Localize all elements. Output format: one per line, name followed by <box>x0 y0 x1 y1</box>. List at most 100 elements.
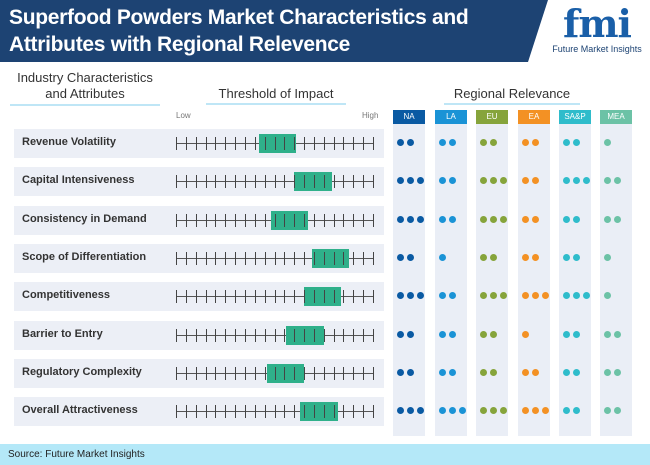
relevance-dots <box>563 407 580 415</box>
scale-tick <box>284 137 286 150</box>
relevance-dot <box>604 292 611 300</box>
relevance-dots <box>563 177 590 185</box>
characteristic-label: Competitiveness <box>22 289 111 302</box>
scale-tick <box>343 366 345 380</box>
scale-tick <box>264 251 266 265</box>
scale-tick <box>333 213 335 227</box>
scale-tick <box>373 175 374 189</box>
region-header: MEA <box>600 110 632 124</box>
scale-tick <box>343 213 345 227</box>
scale-tick <box>215 328 217 342</box>
scale-tick <box>313 328 315 342</box>
scale-tick <box>274 175 276 189</box>
scale-tick <box>304 251 306 265</box>
relevance-dots <box>563 292 590 300</box>
relevance-dot <box>480 292 487 300</box>
relevance-dot <box>542 407 549 415</box>
scale-tick <box>205 328 207 342</box>
relevance-dot <box>522 177 529 185</box>
characteristic-label: Overall Attractiveness <box>22 404 138 417</box>
relevance-dot <box>614 368 621 376</box>
relevance-dot <box>563 253 570 261</box>
scale-tick <box>363 366 365 380</box>
relevance-dots <box>522 368 539 376</box>
relevance-dot <box>532 253 539 261</box>
relevance-dot <box>397 139 404 146</box>
scale-tick <box>225 405 227 419</box>
scale-tick <box>294 366 296 380</box>
relevance-dot <box>522 292 529 300</box>
relevance-dot <box>490 139 497 146</box>
characteristic-row: Capital Intensiveness <box>14 167 384 197</box>
impact-scale <box>176 172 374 192</box>
title-line-1: Superfood Powders Market Characteristics… <box>9 6 469 29</box>
scale-tick <box>343 328 345 342</box>
relevance-dot <box>407 139 414 146</box>
relevance-dot <box>407 253 414 261</box>
characteristics-heading: Industry Characteristics and Attributes <box>10 70 160 106</box>
relevance-dot <box>500 215 507 223</box>
scale-tick <box>274 328 276 342</box>
relevance-dot <box>417 215 424 223</box>
region-column: NA <box>393 110 425 436</box>
scale-tick <box>254 290 256 304</box>
relevance-dots <box>604 407 621 415</box>
scale-tick <box>373 213 374 227</box>
characteristic-row: Overall Attractiveness <box>14 397 384 427</box>
scale-tick <box>264 366 266 380</box>
relevance-dot <box>449 139 456 146</box>
scale-tick <box>264 405 266 419</box>
relevance-dot <box>604 215 611 223</box>
scale-tick <box>353 175 355 189</box>
relevance-dot <box>563 292 570 300</box>
impact-range-box <box>258 134 297 153</box>
scale-tick <box>185 290 187 304</box>
scale-tick <box>304 213 306 227</box>
scale-tick <box>205 175 207 189</box>
relevance-dots <box>604 139 611 146</box>
scale-tick <box>333 251 335 265</box>
scale-tick <box>304 290 306 304</box>
relevance-dot <box>480 215 487 223</box>
relevance-dots <box>480 330 497 338</box>
relevance-dots <box>563 253 580 261</box>
characteristic-row: Scope of Differentiation <box>14 243 384 273</box>
scale-tick <box>176 251 177 265</box>
relevance-dots <box>604 253 611 261</box>
relevance-dot <box>439 139 446 146</box>
scale-tick <box>353 213 355 227</box>
scale-tick <box>363 137 365 150</box>
scale-tick <box>274 137 276 150</box>
scale-tick <box>225 175 227 189</box>
scale-tick <box>195 328 197 342</box>
characteristic-label: Barrier to Entry <box>22 327 103 340</box>
relevance-dot <box>407 215 414 223</box>
relevance-dot <box>449 177 456 185</box>
fmi-logo: fmi Future Market Insights <box>548 4 646 60</box>
scale-tick <box>313 137 315 150</box>
scale-tick <box>274 251 276 265</box>
scale-tick <box>373 366 374 380</box>
relevance-dot <box>542 292 549 300</box>
scale-tick <box>176 137 177 150</box>
logo-caption: Future Market Insights <box>552 44 642 54</box>
scale-tick <box>304 328 306 342</box>
relevance-dot <box>417 292 424 300</box>
region-column: EA <box>518 110 550 436</box>
scale-tick <box>205 213 207 227</box>
relevance-dot <box>532 177 539 185</box>
scale-tick <box>284 290 286 304</box>
scale-tick <box>225 137 227 150</box>
characteristic-label: Regulatory Complexity <box>22 365 142 378</box>
scale-tick <box>235 251 237 265</box>
scale-tick <box>244 175 246 189</box>
scale-tick <box>235 290 237 304</box>
relevance-dot <box>490 177 497 185</box>
relevance-dot <box>573 407 580 415</box>
relevance-dots <box>439 292 456 300</box>
scale-tick <box>176 290 177 304</box>
scale-tick <box>235 175 237 189</box>
relevance-dot <box>573 330 580 338</box>
scale-tick <box>205 405 207 419</box>
region-header: LA <box>435 110 467 124</box>
